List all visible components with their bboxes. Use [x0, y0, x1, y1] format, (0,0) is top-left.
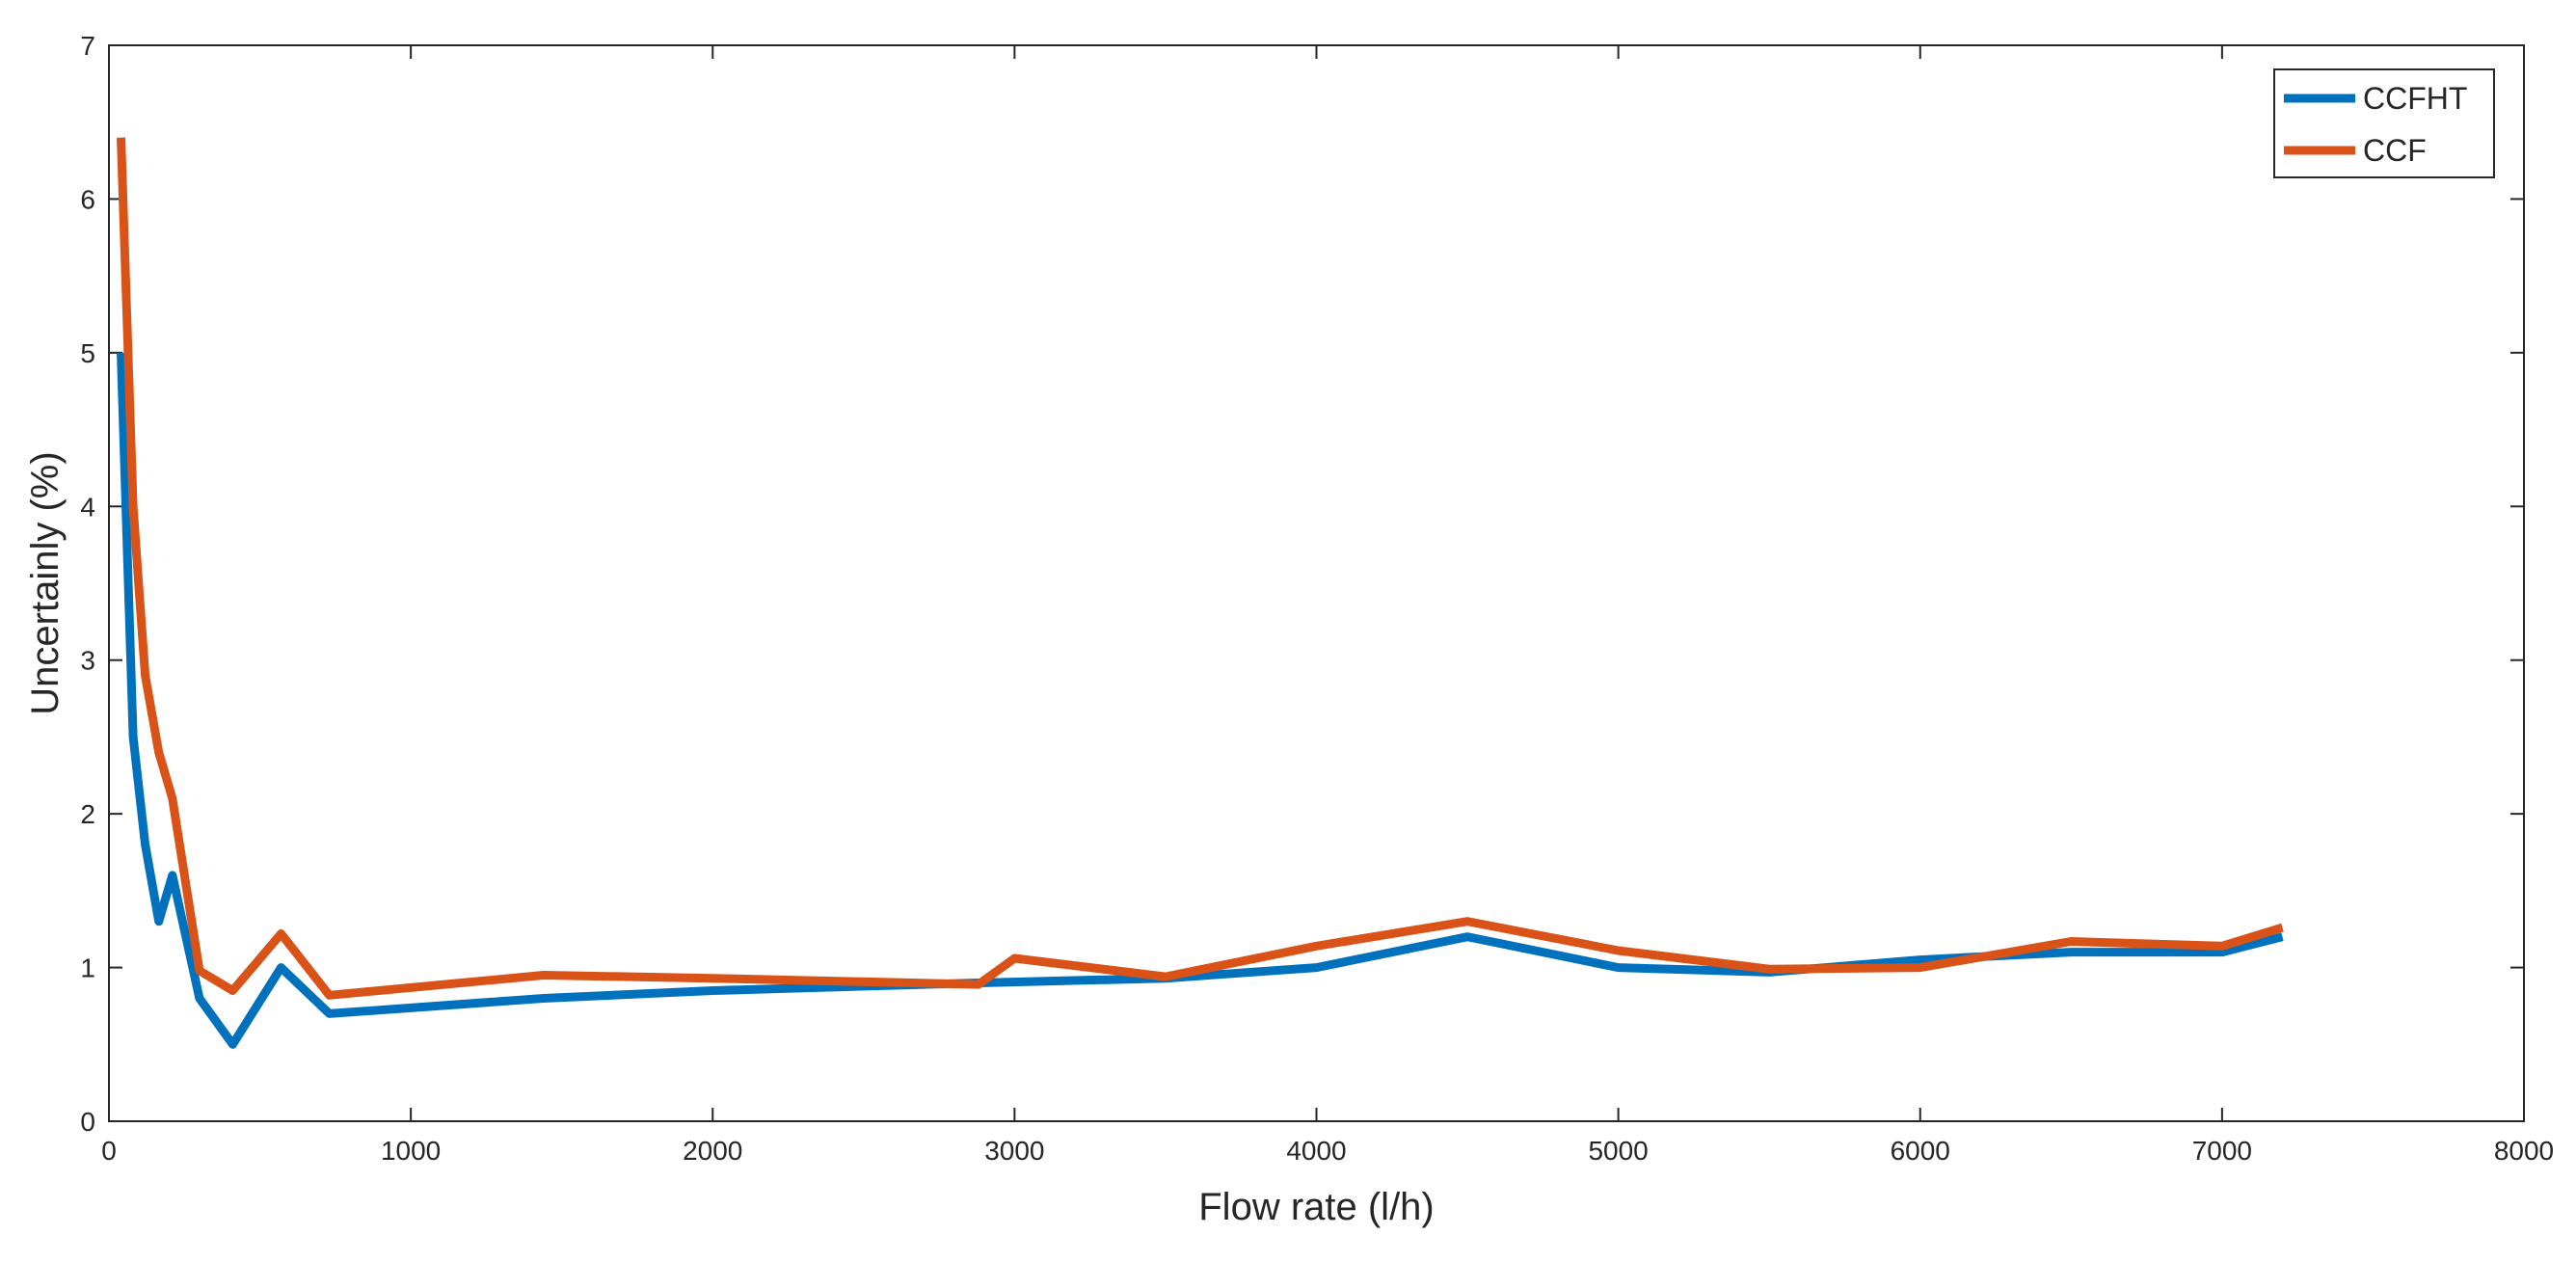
series-line-ccf	[117, 137, 2284, 1000]
legend-entry: CCFHT	[2363, 81, 2467, 116]
x-tick-label: 8000	[2494, 1136, 2554, 1166]
y-tick-label: 2	[80, 799, 95, 829]
x-tick-label: 0	[101, 1136, 117, 1166]
y-tick-label: 3	[80, 646, 95, 676]
x-tick-label: 1000	[381, 1136, 441, 1166]
y-tick-label: 5	[80, 338, 95, 368]
axis-ticks: 0 1000 2000 3000 4000 5000 6000 7000 8000 0 1 2 3 4 5 6…	[80, 31, 2554, 1166]
y-tick-label: 7	[80, 31, 95, 61]
plot-box	[108, 44, 2525, 1122]
y-tick-label: 1	[80, 953, 95, 983]
x-tick-label: 7000	[2192, 1136, 2252, 1166]
legend-box	[2273, 68, 2495, 178]
x-tick-label: 2000	[683, 1136, 742, 1166]
y-tick-label: 4	[80, 492, 95, 522]
plot-area	[108, 44, 2525, 1122]
series-lines	[117, 137, 2284, 1049]
y-tick-label: 6	[80, 184, 95, 214]
x-tick-label: 6000	[1891, 1136, 1950, 1166]
x-tick-label: 4000	[1286, 1136, 1346, 1166]
x-tick-label: 5000	[1588, 1136, 1648, 1166]
y-axis-label: Uncertainly (%)	[24, 451, 67, 714]
x-axis-label: Flow rate (l/h)	[1198, 1186, 1435, 1228]
y-tick-label: 0	[80, 1107, 95, 1137]
x-tick-label: 3000	[984, 1136, 1044, 1166]
legend: CCFHT CCF	[2273, 68, 2495, 178]
legend-entry: CCF	[2363, 133, 2427, 168]
